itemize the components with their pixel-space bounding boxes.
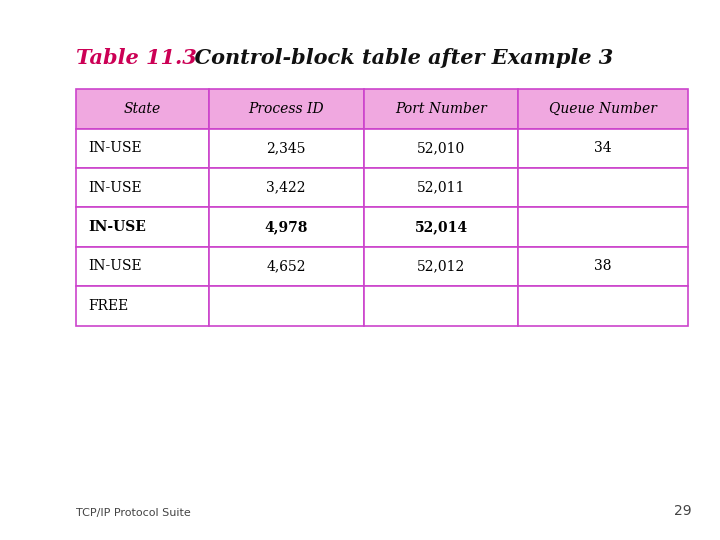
Text: 3,422: 3,422: [266, 181, 306, 194]
Bar: [76, 129, 209, 168]
Text: 4,978: 4,978: [264, 220, 308, 234]
Text: 4,652: 4,652: [266, 260, 306, 273]
Text: 2,345: 2,345: [266, 141, 306, 155]
Bar: [364, 129, 518, 168]
Text: 34: 34: [594, 141, 612, 155]
Bar: [364, 89, 518, 129]
Bar: [518, 89, 688, 129]
Text: Process ID: Process ID: [248, 102, 324, 116]
Bar: [76, 247, 209, 286]
Bar: [209, 286, 364, 326]
Bar: [76, 168, 209, 207]
Text: State: State: [124, 102, 161, 116]
Text: IN-USE: IN-USE: [89, 220, 146, 234]
Text: 52,010: 52,010: [417, 141, 465, 155]
Text: Control-block table after Example 3: Control-block table after Example 3: [180, 48, 613, 68]
Bar: [518, 129, 688, 168]
Bar: [364, 207, 518, 247]
Bar: [518, 286, 688, 326]
Text: 29: 29: [674, 504, 691, 518]
Text: TCP/IP Protocol Suite: TCP/IP Protocol Suite: [76, 508, 190, 518]
Text: 38: 38: [594, 260, 612, 273]
Bar: [209, 89, 364, 129]
Bar: [209, 207, 364, 247]
Bar: [209, 168, 364, 207]
Text: Port Number: Port Number: [395, 102, 487, 116]
Bar: [209, 129, 364, 168]
Bar: [518, 207, 688, 247]
Text: 52,012: 52,012: [417, 260, 465, 273]
Text: IN-USE: IN-USE: [89, 181, 142, 194]
Text: Queue Number: Queue Number: [549, 102, 657, 116]
Bar: [364, 286, 518, 326]
Bar: [518, 247, 688, 286]
Text: 52,014: 52,014: [415, 220, 467, 234]
Bar: [364, 247, 518, 286]
Text: FREE: FREE: [89, 299, 129, 313]
Bar: [518, 168, 688, 207]
Text: IN-USE: IN-USE: [89, 260, 142, 273]
Text: IN-USE: IN-USE: [89, 141, 142, 155]
Bar: [209, 247, 364, 286]
Bar: [364, 168, 518, 207]
Text: Table 11.3: Table 11.3: [76, 48, 197, 68]
Bar: [76, 207, 209, 247]
Bar: [76, 286, 209, 326]
Bar: [76, 89, 209, 129]
Text: 52,011: 52,011: [417, 181, 465, 194]
